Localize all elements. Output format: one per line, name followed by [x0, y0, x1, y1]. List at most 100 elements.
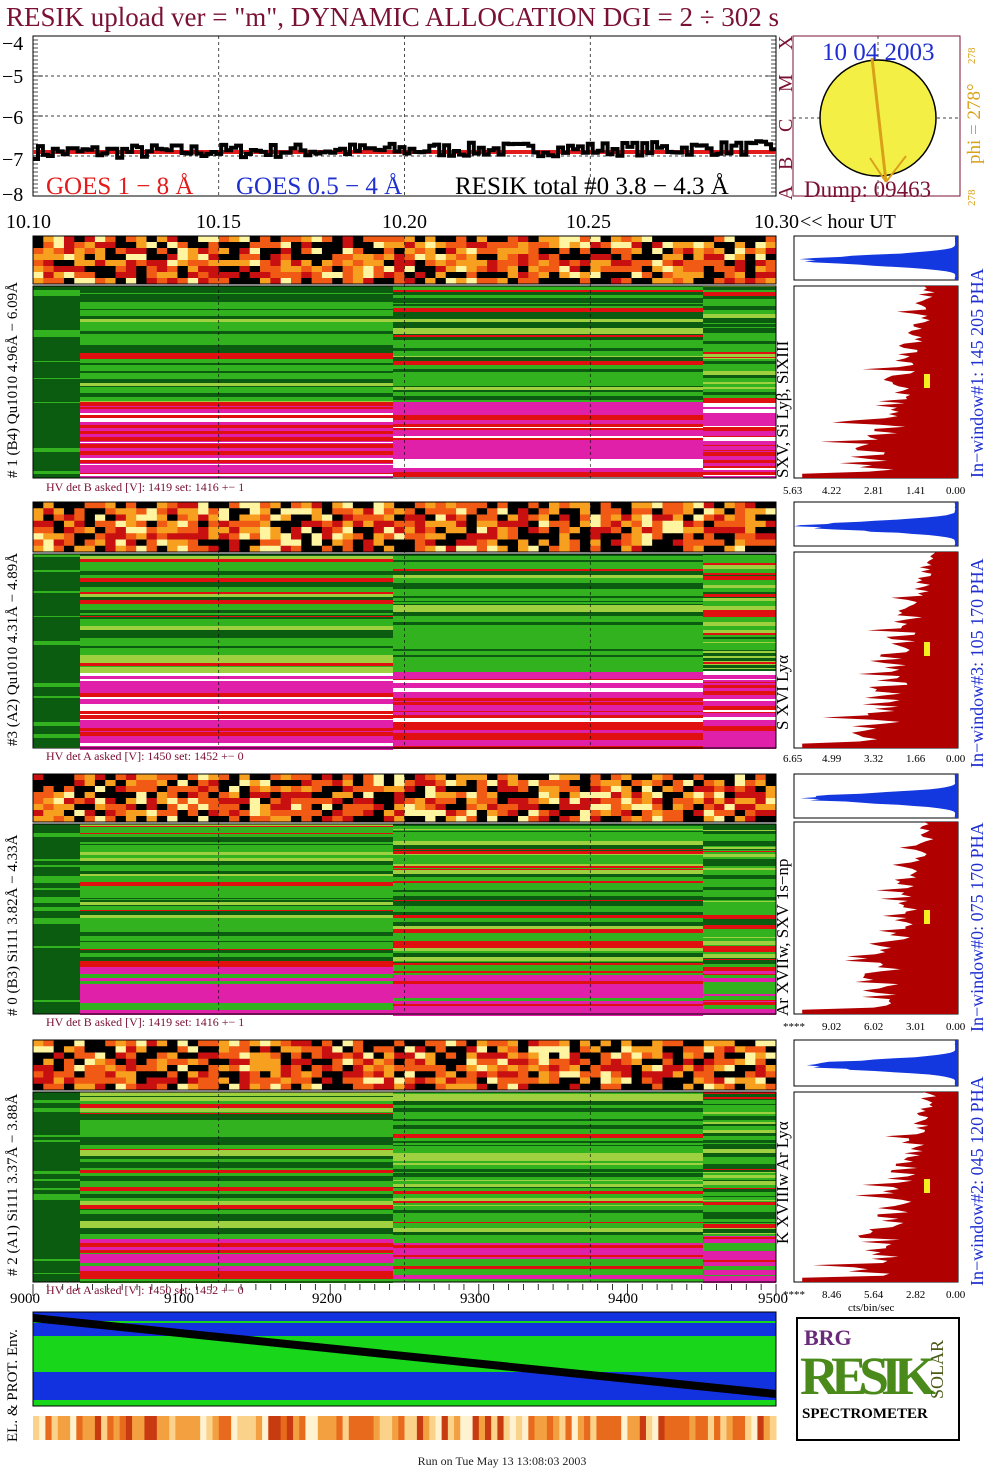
heatmap-cell: [332, 242, 344, 249]
spectrogram-stripe: [80, 689, 393, 693]
heatmap-cell: [146, 1083, 158, 1091]
heatmap-cell: [94, 242, 106, 249]
spectrogram-stripe: [703, 633, 776, 635]
heatmap-cell: [198, 545, 209, 553]
spectrogram-stripe: [80, 387, 393, 391]
heatmap-cell: [270, 804, 282, 811]
heatmap-cell: [63, 266, 75, 273]
spectrogram-stripe: [80, 588, 393, 592]
heatmap-cell: [352, 1071, 364, 1078]
heatmap-cell: [672, 816, 684, 823]
heatmap-cell: [260, 786, 271, 793]
heatmap-cell: [621, 1052, 633, 1060]
spectrogram-stripe: [33, 719, 80, 722]
heatmap-cell: [373, 236, 385, 243]
heatmap-cell: [218, 508, 230, 515]
spectrogram-stripe: [80, 351, 393, 353]
heatmap-cell: [84, 1040, 96, 1047]
heatmap-cell: [177, 1052, 189, 1060]
heatmap-cell: [167, 545, 178, 553]
heatmap-cell: [662, 816, 674, 823]
heatmap-cell: [94, 533, 106, 540]
heatmap-cell: [497, 1040, 509, 1047]
heatmap-cell: [600, 786, 612, 793]
heatmap-cell: [683, 278, 694, 285]
heatmap-cell: [249, 1077, 261, 1085]
heatmap-cell: [239, 798, 251, 805]
heatmap-cell: [332, 816, 344, 823]
heatmap-cell: [755, 804, 767, 811]
heatmap-cell: [290, 508, 302, 515]
heatmap-cell: [672, 1083, 684, 1091]
heatmap-cell: [600, 545, 612, 553]
spectrogram-stripe: [703, 829, 776, 830]
heatmap-cell: [187, 1065, 199, 1072]
heatmap-cell: [672, 1058, 684, 1066]
spectrogram-stripe: [393, 688, 703, 692]
resik-total-line: [33, 139, 776, 161]
heatmap-cell: [683, 248, 694, 255]
spectrogram-stripe: [33, 955, 80, 956]
heatmap-cell: [425, 816, 436, 823]
spectrogram-stripe: [80, 418, 393, 422]
spectrogram-stripe: [703, 1160, 776, 1163]
heatmap-cell: [218, 1046, 230, 1053]
spectrogram-stripe: [33, 1142, 80, 1146]
heatmap-cell: [43, 514, 55, 522]
heatmap-cell: [755, 502, 767, 509]
heatmap-cell: [74, 236, 86, 243]
spectrogram-stripe: [33, 455, 80, 459]
heatmap-cell: [683, 810, 694, 817]
spectrogram-stripe: [393, 1122, 703, 1125]
colour-strip-cell: [429, 1416, 436, 1440]
spectrogram-stripe: [33, 352, 80, 353]
spectrogram-stripe: [33, 617, 80, 619]
spectrogram-stripe: [393, 849, 703, 850]
heatmap-cell: [290, 527, 302, 534]
heatmap-cell: [115, 798, 127, 805]
spectrogram-stripe: [80, 681, 393, 685]
heatmap-cell: [115, 1077, 127, 1085]
heatmap-cell: [156, 545, 168, 553]
spectrogram-stripe: [703, 352, 776, 354]
heatmap-cell: [146, 804, 158, 811]
spectrogram-stripe: [703, 720, 776, 723]
heatmap-cell: [745, 545, 756, 553]
heatmap-cell: [631, 792, 643, 799]
spectrogram-stripe: [703, 902, 776, 905]
heatmap-cell: [218, 816, 230, 823]
heatmap-cell: [321, 539, 333, 547]
heatmap-cell: [208, 248, 220, 255]
heatmap-cell: [280, 527, 292, 534]
pha-counts-histogram: [794, 502, 958, 546]
spectrogram-stripe: [703, 916, 776, 919]
spectrogram-stripe: [80, 413, 393, 415]
spectrogram-stripe: [33, 572, 80, 573]
spectrogram-stripe: [703, 1146, 776, 1149]
heatmap-cell: [373, 816, 385, 823]
sun-dump: Dump: 09463: [804, 177, 932, 202]
heatmap-cell: [352, 508, 364, 515]
heatmap-cell: [115, 248, 127, 255]
heatmap-cell: [218, 236, 230, 243]
heatmap-cell: [270, 1071, 282, 1078]
heatmap-cell: [74, 539, 86, 547]
heatmap-cell: [538, 774, 550, 781]
spectrogram-stripe: [80, 444, 393, 448]
spectrogram-stripe: [393, 1263, 703, 1266]
heatmap-cell: [53, 545, 65, 553]
spectrogram-stripe: [33, 702, 80, 706]
heatmap-cell: [177, 1046, 189, 1053]
heatmap-cell: [466, 508, 478, 515]
heatmap-cell: [734, 278, 746, 285]
spectrogram-stripe: [33, 997, 80, 1000]
spectrogram-stripe: [393, 915, 703, 918]
spectrogram-stripe: [80, 902, 393, 904]
spectrogram-stripe: [80, 889, 393, 891]
heatmap-cell: [476, 272, 488, 279]
heatmap-cell: [765, 810, 777, 817]
heatmap-cell: [734, 236, 746, 243]
spectrogram-stripe: [33, 641, 80, 645]
heatmap-cell: [425, 520, 436, 528]
heatmap-cell: [538, 1046, 550, 1053]
